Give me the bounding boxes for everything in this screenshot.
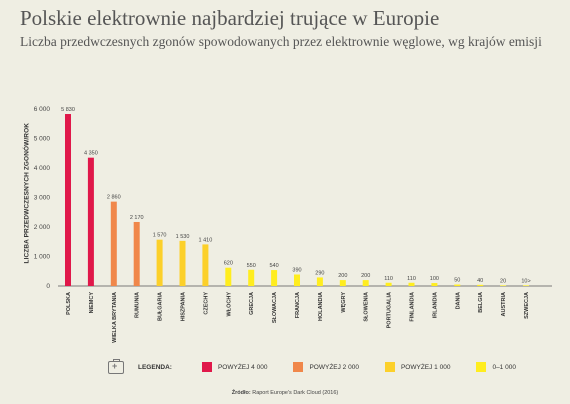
data-label: 290: [315, 270, 324, 276]
legend-item-above-1000: POWYŻEJ 1 000: [384, 362, 451, 372]
legend-swatch: [476, 362, 487, 372]
data-label: 200: [361, 273, 370, 279]
bar: [248, 269, 255, 286]
y-tick-label: 4 000: [34, 165, 51, 172]
legend-swatch: [293, 362, 304, 372]
x-tick-label: IRLANDIA: [432, 292, 438, 318]
bar: [408, 282, 415, 286]
legend-title: LEGENDA:: [138, 363, 172, 371]
x-tick-label: BUŁGARIA: [158, 292, 164, 321]
data-label: 50: [454, 278, 460, 284]
data-label: 550: [247, 263, 256, 269]
legend-item-0-1000: 0–1 000: [476, 362, 516, 372]
data-label: 110: [407, 276, 416, 282]
bar: [156, 239, 163, 286]
bar: [133, 221, 140, 286]
x-tick-label: SŁOWACJA: [272, 292, 278, 323]
x-tick-label: HOLANDIA: [318, 292, 324, 321]
y-tick-label: 6 000: [34, 106, 51, 113]
legend-swatch: [201, 362, 212, 372]
chart-title: Polskie elektrownie najbardziej trujące …: [20, 6, 440, 30]
bar: [202, 244, 209, 286]
x-tick-label: BELGIA: [478, 292, 484, 313]
y-tick-label: 0: [46, 283, 50, 290]
data-label: 620: [224, 261, 233, 267]
bar: [87, 157, 94, 286]
data-label: 40: [477, 278, 483, 284]
data-label: 10>: [521, 278, 530, 284]
data-label: 4 350: [84, 151, 98, 157]
x-tick-label: WĘGRY: [341, 292, 347, 313]
bar: [294, 274, 300, 286]
x-tick-label: AUSTRIA: [501, 292, 507, 316]
bar: [500, 285, 507, 286]
legend-label: POWYŻEJ 2 000: [309, 363, 359, 371]
bar: [477, 284, 484, 286]
source-text: Raport Europe's Dark Cloud (2016): [252, 390, 339, 396]
bar: [431, 283, 438, 286]
bar: [110, 201, 117, 286]
legend-item-above-2000: POWYŻEJ 2 000: [293, 362, 359, 372]
data-label: 110: [384, 276, 393, 282]
bar: [362, 280, 369, 286]
x-tick-label: HISZPANIA: [181, 292, 187, 321]
data-label: 1 410: [199, 237, 213, 243]
data-label: 390: [292, 267, 301, 273]
x-tick-label: RUMUNIA: [135, 292, 141, 318]
x-tick-label: CZECHY: [203, 292, 209, 315]
bar: [179, 240, 186, 286]
bar: [339, 280, 346, 286]
y-tick-label: 2 000: [34, 224, 51, 231]
bar: [65, 114, 71, 286]
bar: [385, 282, 392, 286]
bar: [523, 285, 529, 286]
chart-subtitle: Liczba przedwczesnych zgonów spowodowany…: [20, 34, 542, 49]
data-label: 100: [430, 276, 439, 282]
x-tick-label: FRANCJA: [295, 292, 301, 318]
x-tick-label: POLSKA: [66, 292, 72, 315]
legend-label: 0–1 000: [492, 363, 516, 371]
x-tick-label: GRECJA: [249, 292, 255, 315]
bar: [316, 277, 323, 286]
legend-label: POWYŻEJ 1 000: [400, 363, 451, 371]
x-tick-label: SZWECJA: [524, 292, 530, 319]
legend: LEGENDA: POWYŻEJ 4 000 POWYŻEJ 2 000 POW…: [108, 358, 542, 375]
x-tick-label: WIELKA BRYTANIA: [112, 292, 118, 343]
bar: [225, 267, 232, 286]
source-label: Źródło:: [231, 390, 251, 396]
data-label: 540: [270, 263, 279, 269]
data-label: 1 530: [176, 234, 190, 240]
legend-swatch: [384, 362, 395, 372]
source-note: Źródło: Raport Europe's Dark Cloud (2016…: [0, 390, 570, 396]
y-tick-label: 5 000: [34, 136, 51, 143]
bar: [454, 284, 461, 286]
y-tick-label: 1 000: [34, 254, 51, 261]
x-tick-label: WŁOCHY: [226, 292, 232, 317]
x-tick-label: DANIA: [455, 292, 461, 309]
legend-item-above-4000: POWYŻEJ 4 000: [201, 362, 268, 372]
data-label: 1 570: [153, 233, 167, 239]
x-tick-label: PORTUGALIA: [387, 292, 393, 328]
x-tick-label: NIEMCY: [89, 292, 95, 314]
data-label: 2 170: [130, 215, 144, 221]
data-label: 200: [338, 273, 347, 279]
y-tick-label: 3 000: [34, 195, 51, 202]
bar: [271, 270, 278, 286]
data-label: 5 830: [61, 107, 75, 113]
briefcase-icon: [108, 358, 124, 374]
data-label: 20: [500, 278, 506, 284]
legend-label: POWYŻEJ 4 000: [217, 363, 268, 371]
x-tick-label: SŁOWENIA: [364, 292, 370, 322]
data-label: 2 860: [107, 195, 121, 201]
x-tick-label: FINLANDIA: [410, 292, 416, 322]
